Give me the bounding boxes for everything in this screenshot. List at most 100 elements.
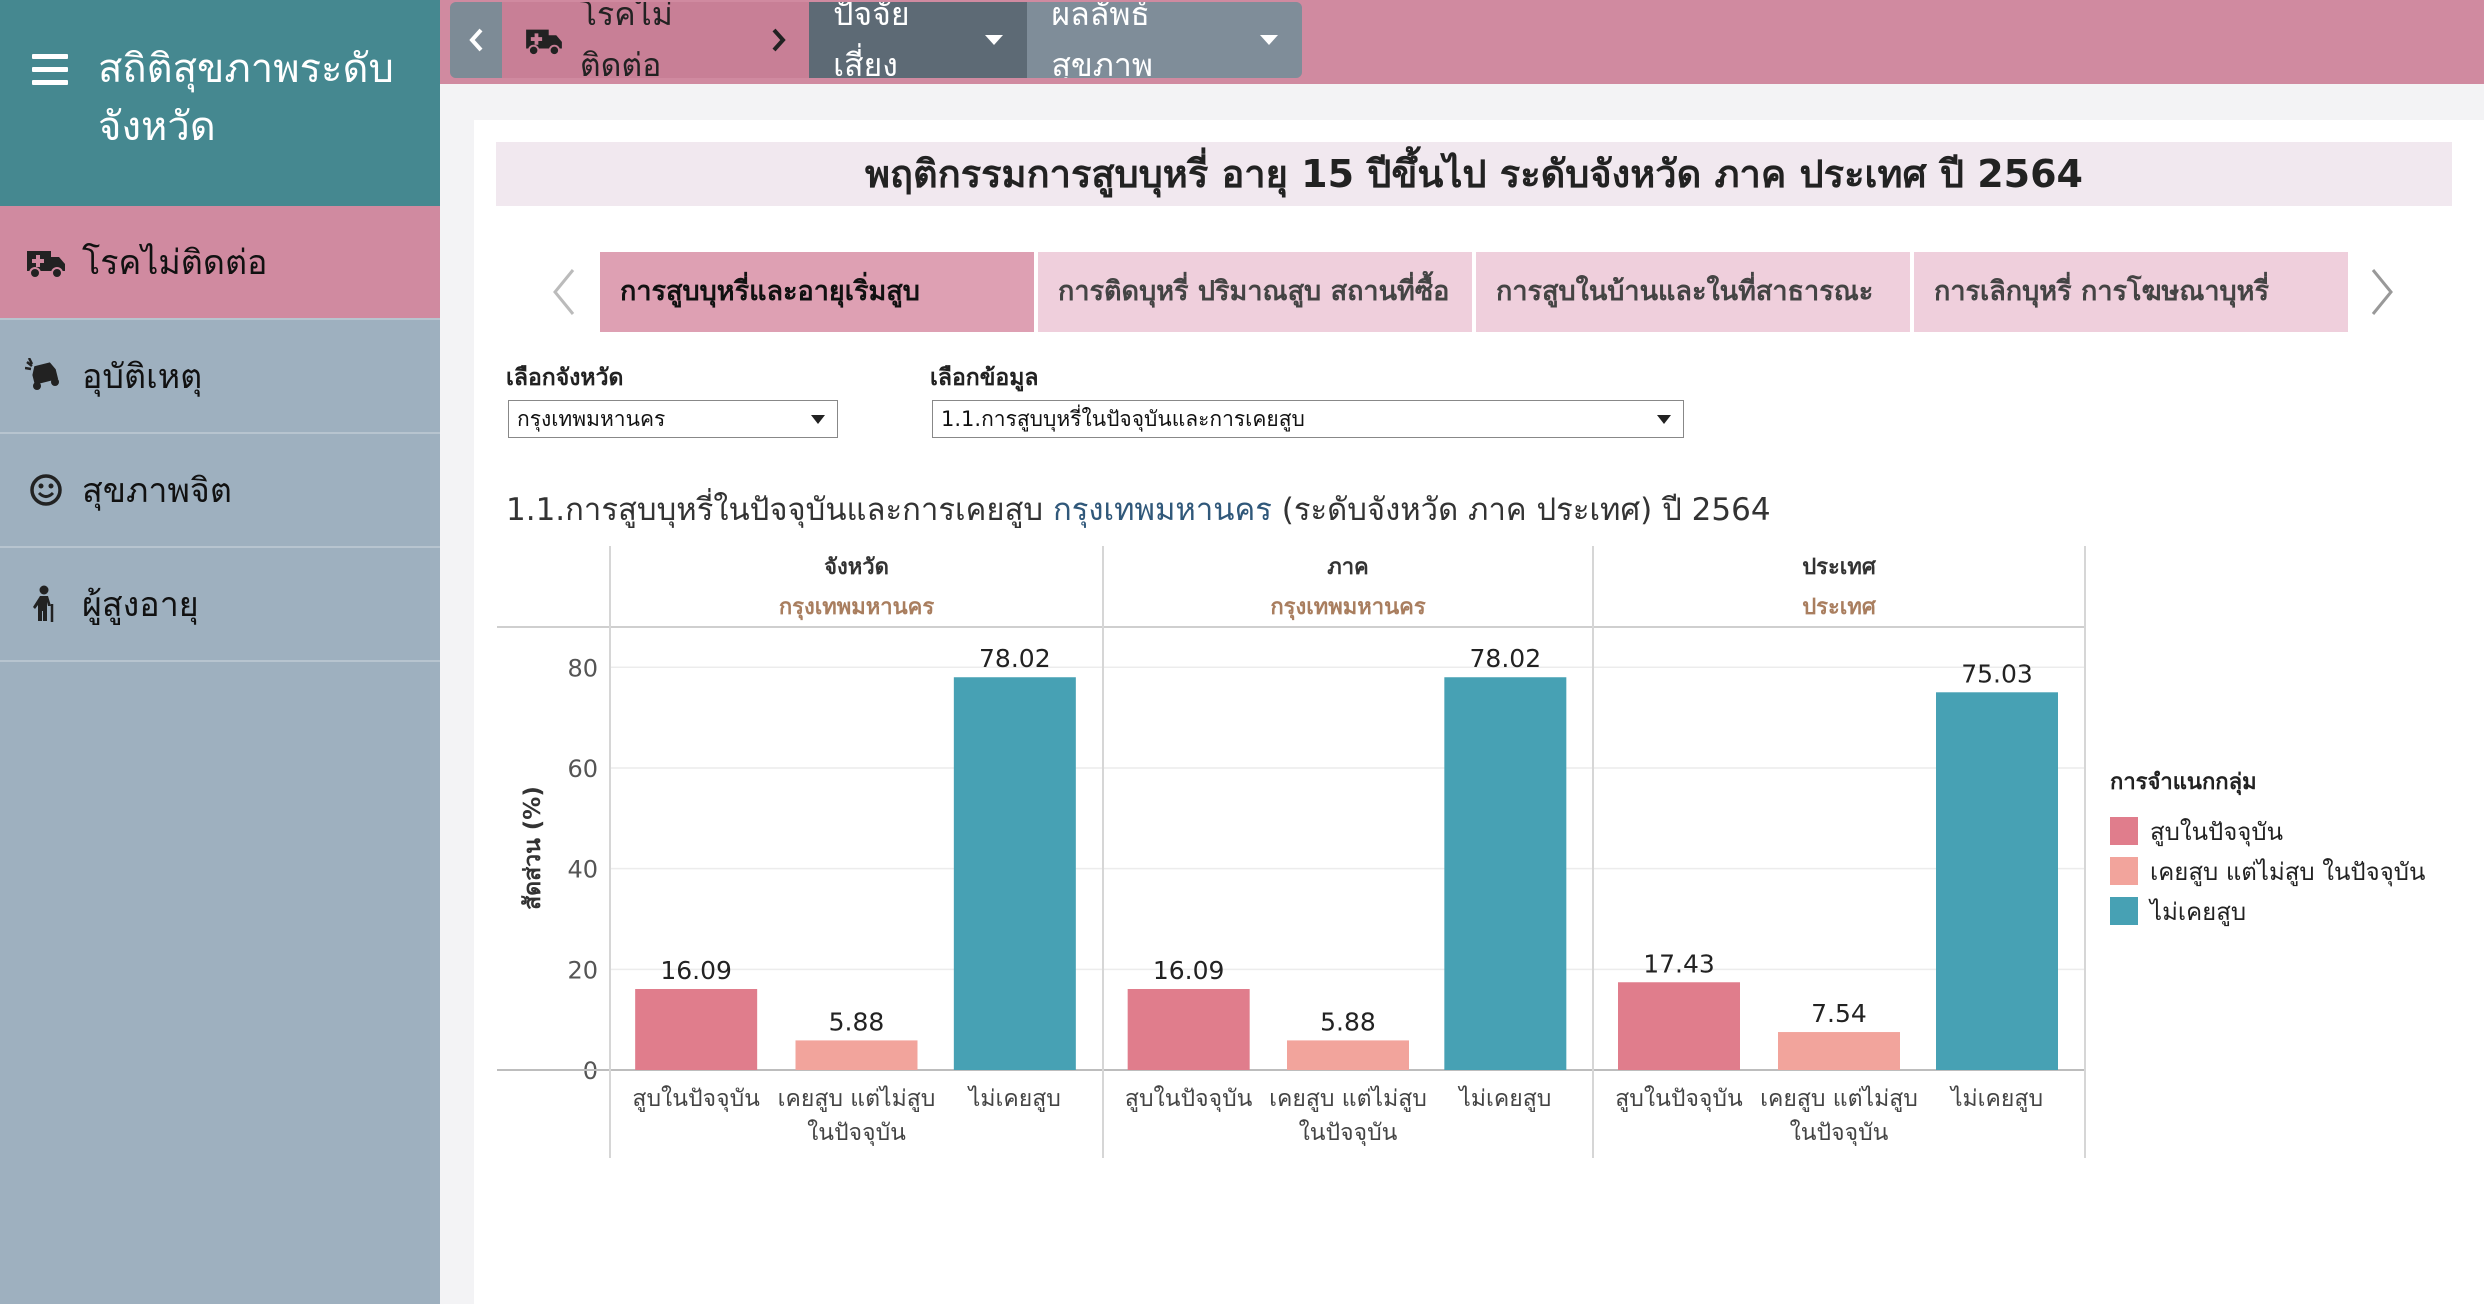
panel-level-label: ภาค — [1327, 555, 1369, 580]
data-select-value: 1.1.การสูบบุหรี่ในปัจจุบันและการเคยสูบ — [941, 407, 1305, 431]
data-select[interactable]: 1.1.การสูบบุหรี่ในปัจจุบันและการเคยสูบ — [932, 400, 1684, 438]
smile-icon — [24, 470, 68, 510]
x-tick-label: ในปัจจุบัน — [1790, 1119, 1889, 1146]
legend-label: ไม่เคยสูบ — [2150, 897, 2247, 926]
chevron-right-icon — [2371, 269, 2393, 315]
data-filter-label: เลือกข้อมูล — [930, 365, 1039, 391]
bar — [795, 1040, 918, 1070]
next-tab-button[interactable] — [2352, 262, 2412, 322]
sub-tab-bar: การสูบบุหรี่และอายุเริ่มสูบ การติดบุหรี่… — [520, 250, 2420, 332]
x-tick-label: เคยสูบ แต่ไม่สูบ — [1760, 1085, 1918, 1112]
province-filter-label: เลือกจังหวัด — [506, 365, 624, 391]
sidebar-item-accident[interactable]: อุบัติเหตุ — [0, 320, 440, 434]
y-axis-label: สัดส่วน (%) — [520, 786, 546, 910]
x-tick-label: ในปัจจุบัน — [1299, 1119, 1398, 1146]
back-button[interactable] — [450, 2, 502, 78]
x-tick-label: ไม่เคยสูบ — [967, 1085, 1061, 1112]
bar-value-label: 78.02 — [979, 644, 1051, 673]
bar-value-label: 5.88 — [829, 1007, 885, 1036]
legend-item-current[interactable]: สูบในปัจจุบัน — [2110, 811, 2425, 851]
page-title: พฤติกรรมการสูบบุหรี่ อายุ 15 ปีขึ้นไป ระ… — [496, 142, 2452, 206]
chevron-right-icon — [765, 2, 809, 78]
bar-value-label: 5.88 — [1320, 1007, 1376, 1036]
bar — [1618, 982, 1740, 1070]
app-title: สถิติสุขภาพระดับจังหวัด — [98, 46, 394, 150]
sidebar-item-ncd[interactable]: โรคไม่ติดต่อ — [0, 206, 440, 320]
brand-header: สถิติสุขภาพระดับจังหวัด — [0, 0, 440, 206]
bar-value-label: 17.43 — [1643, 949, 1715, 978]
panel-level-label: ประเทศ — [1802, 555, 1877, 580]
legend-swatch — [2110, 817, 2138, 845]
province-select-value: กรุงเทพมหานคร — [517, 407, 666, 431]
bar — [953, 677, 1076, 1070]
bar-value-label: 78.02 — [1470, 644, 1542, 673]
x-tick-label: สูบในปัจจุบัน — [632, 1085, 760, 1112]
bar — [635, 989, 758, 1070]
subtab-home-public[interactable]: การสูบในบ้านและในที่สาธารณะ — [1476, 252, 1910, 332]
bar-value-label: 7.54 — [1811, 999, 1867, 1028]
tab-health-outcomes[interactable]: ผลลัพธ์สุขภาพ — [1027, 2, 1302, 78]
tab-label: ผลลัพธ์สุขภาพ — [1051, 2, 1153, 78]
prev-tab-button[interactable] — [534, 262, 594, 322]
legend-title: การจำแนกกลุ่ม — [2110, 770, 2257, 795]
legend-item-never[interactable]: ไม่เคยสูบ — [2110, 891, 2425, 931]
sidebar: สถิติสุขภาพระดับจังหวัด โรคไม่ติดต่อ อุบ… — [0, 0, 440, 1304]
sidebar-item-label: อุบัติเหตุ — [82, 357, 203, 397]
caret-down-icon — [811, 415, 825, 424]
y-tick-label: 60 — [567, 755, 598, 783]
bar-value-label: 16.09 — [1153, 956, 1225, 985]
bar-value-label: 16.09 — [660, 956, 732, 985]
sidebar-item-elderly[interactable]: ผู้สูงอายุ — [0, 548, 440, 662]
elderly-icon — [24, 584, 68, 624]
sidebar-item-mental-health[interactable]: สุขภาพจิต — [0, 434, 440, 548]
ambulance-icon — [24, 242, 68, 282]
x-tick-label: เคยสูบ แต่ไม่สูบ — [778, 1085, 936, 1112]
y-tick-label: 20 — [567, 956, 598, 984]
sidebar-item-label: ผู้สูงอายุ — [82, 585, 199, 625]
y-tick-label: 80 — [567, 654, 598, 682]
legend-swatch — [2110, 897, 2138, 925]
panel-area-label: กรุงเทพมหานคร — [779, 595, 935, 621]
bar-value-label: 75.03 — [1961, 659, 2033, 688]
top-navbar: โรคไม่ติดต่อ ปัจจัยเสี่ยง ผลลัพธ์สุขภาพ — [440, 0, 2484, 84]
subtab-smoking-age[interactable]: การสูบบุหรี่และอายุเริ่มสูบ — [600, 252, 1034, 332]
province-select[interactable]: กรุงเทพมหานคร — [508, 400, 838, 438]
subtab-addiction[interactable]: การติดบุหรี่ ปริมาณสูบ สถานที่ซื้อ — [1038, 252, 1472, 332]
breadcrumb-ncd[interactable]: โรคไม่ติดต่อ — [502, 2, 765, 78]
bar — [1444, 677, 1567, 1070]
sidebar-item-label: สุขภาพจิต — [82, 471, 232, 511]
x-tick-label: สูบในปัจจุบัน — [1125, 1085, 1253, 1112]
tab-label: ปัจจัยเสี่ยง — [833, 2, 910, 78]
ambulance-icon — [524, 24, 564, 56]
x-tick-label: ไม่เคยสูบ — [1457, 1085, 1551, 1112]
tab-risk-factors[interactable]: ปัจจัยเสี่ยง — [809, 2, 1028, 78]
breadcrumb-label: โรคไม่ติดต่อ — [579, 2, 673, 78]
chart-heading-prefix: 1.1.การสูบบุหรี่ในปัจจุบันและการเคยสูบ — [506, 492, 1044, 528]
x-tick-label: สูบในปัจจุบัน — [1615, 1085, 1743, 1112]
hamburger-menu-icon[interactable] — [32, 54, 68, 93]
panel-area-label: กรุงเทพมหานคร — [1270, 595, 1426, 621]
breadcrumb: โรคไม่ติดต่อ ปัจจัยเสี่ยง ผลลัพธ์สุขภาพ — [450, 2, 1302, 78]
chart-heading-province: กรุงเทพมหานคร — [1052, 492, 1272, 528]
caret-down-icon — [985, 35, 1004, 45]
chevron-left-icon — [469, 28, 483, 52]
bar — [1778, 1032, 1900, 1070]
legend-label: เคยสูบ แต่ไม่สูบ ในปัจจุบัน — [2150, 857, 2426, 886]
legend-item-former[interactable]: เคยสูบ แต่ไม่สูบ ในปัจจุบัน — [2110, 851, 2425, 891]
caret-down-icon — [1260, 35, 1278, 45]
chart-heading: 1.1.การสูบบุหรี่ในปัจจุบันและการเคยสูบ ก… — [506, 484, 1771, 534]
chart-heading-suffix: (ระดับจังหวัด ภาค ประเทศ) ปี 2564 — [1281, 492, 1771, 528]
caret-down-icon — [1657, 415, 1671, 424]
car-crash-icon — [24, 356, 68, 396]
bar — [1287, 1040, 1409, 1070]
legend-swatch — [2110, 857, 2138, 885]
subtab-quit-advertising[interactable]: การเลิกบุหรี่ การโฆษณาบุหรี่ — [1914, 252, 2348, 332]
x-tick-label: เคยสูบ แต่ไม่สูบ — [1269, 1085, 1427, 1112]
legend-label: สูบในปัจจุบัน — [2150, 817, 2284, 846]
x-tick-label: ไม่เคยสูบ — [1949, 1085, 2043, 1112]
x-tick-label: ในปัจจุบัน — [807, 1119, 906, 1146]
panel-level-label: จังหวัด — [824, 555, 889, 580]
panel-area-label: ประเทศ — [1802, 595, 1877, 620]
sidebar-item-label: โรคไม่ติดต่อ — [82, 243, 268, 283]
